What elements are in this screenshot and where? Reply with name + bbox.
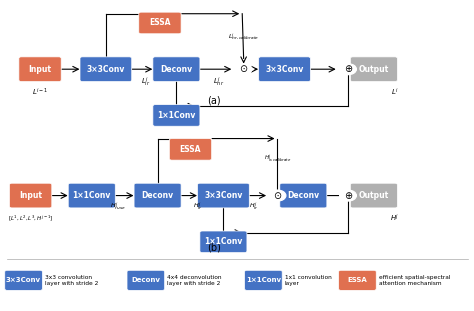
Text: 1×1Conv: 1×1Conv <box>73 191 111 200</box>
Text: Input: Input <box>28 65 52 74</box>
FancyBboxPatch shape <box>169 138 212 160</box>
Text: (a): (a) <box>207 95 221 105</box>
Text: 3×3Conv: 3×3Conv <box>87 65 125 74</box>
FancyBboxPatch shape <box>153 57 200 81</box>
FancyBboxPatch shape <box>80 57 132 81</box>
Text: ESSA: ESSA <box>180 145 201 154</box>
Text: 1×1Conv: 1×1Conv <box>157 111 196 120</box>
Text: Deconv: Deconv <box>160 65 192 74</box>
Circle shape <box>339 190 356 201</box>
Circle shape <box>339 64 356 75</box>
Text: Deconv: Deconv <box>131 277 160 283</box>
Text: 1×1Conv: 1×1Conv <box>246 277 281 283</box>
Text: 4x4 deconvolution
layer with stride 2: 4x4 deconvolution layer with stride 2 <box>167 275 221 286</box>
Text: $H^{j}_{lr}$: $H^{j}_{lr}$ <box>192 200 202 212</box>
FancyBboxPatch shape <box>153 104 200 126</box>
Text: 3x3 convolution
layer with stride 2: 3x3 convolution layer with stride 2 <box>45 275 98 286</box>
Text: $L^{i}_{lr}$: $L^{i}_{lr}$ <box>141 76 151 89</box>
Text: $L^{i}$: $L^{i}$ <box>391 86 399 98</box>
Circle shape <box>235 64 252 75</box>
Text: ⊙: ⊙ <box>273 191 282 201</box>
FancyBboxPatch shape <box>280 183 327 208</box>
Circle shape <box>269 190 286 201</box>
FancyBboxPatch shape <box>139 12 181 34</box>
FancyBboxPatch shape <box>350 183 397 208</box>
FancyBboxPatch shape <box>68 183 115 208</box>
Text: 1×1Conv: 1×1Conv <box>204 237 243 246</box>
FancyBboxPatch shape <box>259 57 310 81</box>
Text: ⊙: ⊙ <box>239 64 248 74</box>
Text: $[L^1,L^2,L^3,H^{j-1}]$: $[L^1,L^2,L^3,H^{j-1}]$ <box>8 213 53 222</box>
FancyBboxPatch shape <box>245 270 282 290</box>
Text: ESSA: ESSA <box>149 18 171 27</box>
FancyBboxPatch shape <box>338 270 376 290</box>
Text: $L^{i-1}$: $L^{i-1}$ <box>32 86 48 98</box>
Text: Deconv: Deconv <box>142 191 173 200</box>
Text: $H^{j}_{fuse}$: $H^{j}_{fuse}$ <box>109 200 126 212</box>
FancyBboxPatch shape <box>198 183 249 208</box>
FancyBboxPatch shape <box>134 183 181 208</box>
FancyBboxPatch shape <box>9 183 52 208</box>
Text: (b): (b) <box>207 243 221 253</box>
Text: 3×3Conv: 3×3Conv <box>265 65 304 74</box>
FancyBboxPatch shape <box>350 57 397 81</box>
FancyBboxPatch shape <box>19 57 61 81</box>
Text: $H^{j}$: $H^{j}$ <box>391 212 400 224</box>
Text: 3×3Conv: 3×3Conv <box>204 191 243 200</box>
Text: $H^{j}_{lr}$: $H^{j}_{lr}$ <box>249 200 259 212</box>
FancyBboxPatch shape <box>5 270 42 290</box>
Text: ⊕: ⊕ <box>344 191 352 201</box>
Text: Deconv: Deconv <box>287 191 319 200</box>
Text: Input: Input <box>19 191 42 200</box>
Text: $H^{j}_{lr,calibrate}$: $H^{j}_{lr,calibrate}$ <box>264 152 291 163</box>
Text: Output: Output <box>359 65 389 74</box>
Text: efficient spatial-spectral
attention mechanism: efficient spatial-spectral attention mec… <box>379 275 450 286</box>
Text: ESSA: ESSA <box>347 277 367 283</box>
Text: ⊕: ⊕ <box>344 64 352 74</box>
Text: $L^{i}_{hr,calibrate}$: $L^{i}_{hr,calibrate}$ <box>228 32 259 42</box>
Text: $L^{i}_{hr}$: $L^{i}_{hr}$ <box>213 76 224 89</box>
FancyBboxPatch shape <box>200 231 247 253</box>
FancyBboxPatch shape <box>127 270 164 290</box>
Text: 3×3Conv: 3×3Conv <box>6 277 41 283</box>
Text: 1x1 convolution
layer: 1x1 convolution layer <box>284 275 331 286</box>
Text: Output: Output <box>359 191 389 200</box>
